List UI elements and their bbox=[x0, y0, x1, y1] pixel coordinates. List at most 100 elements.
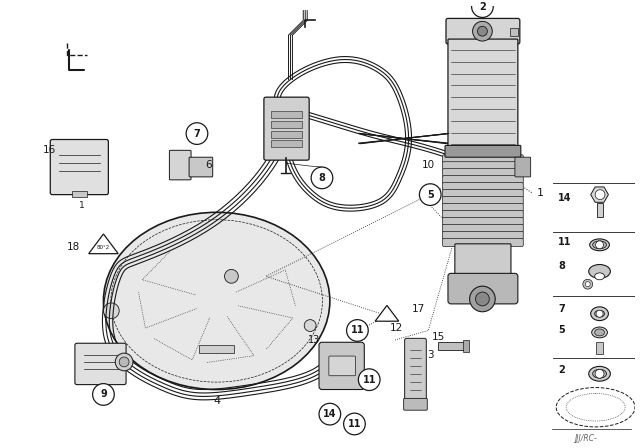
FancyBboxPatch shape bbox=[442, 203, 524, 212]
Bar bbox=[271, 111, 302, 118]
Circle shape bbox=[186, 123, 208, 144]
Bar bbox=[271, 131, 302, 138]
Polygon shape bbox=[375, 306, 399, 321]
FancyBboxPatch shape bbox=[75, 343, 126, 384]
FancyBboxPatch shape bbox=[51, 139, 108, 194]
Circle shape bbox=[93, 383, 115, 405]
FancyBboxPatch shape bbox=[442, 190, 524, 198]
FancyBboxPatch shape bbox=[442, 211, 524, 219]
Text: 9: 9 bbox=[100, 389, 107, 400]
Circle shape bbox=[319, 403, 340, 425]
Text: 12: 12 bbox=[390, 323, 403, 332]
FancyBboxPatch shape bbox=[442, 183, 524, 191]
Ellipse shape bbox=[556, 388, 635, 427]
Ellipse shape bbox=[593, 241, 607, 249]
Text: 18: 18 bbox=[67, 242, 81, 252]
Circle shape bbox=[419, 184, 441, 206]
Ellipse shape bbox=[595, 329, 604, 336]
Text: 14: 14 bbox=[323, 409, 337, 419]
Polygon shape bbox=[591, 187, 609, 202]
FancyBboxPatch shape bbox=[446, 18, 520, 44]
Circle shape bbox=[225, 269, 238, 283]
Circle shape bbox=[472, 0, 493, 17]
FancyBboxPatch shape bbox=[442, 162, 524, 170]
Circle shape bbox=[596, 241, 604, 249]
Circle shape bbox=[586, 282, 590, 287]
Text: 5: 5 bbox=[558, 325, 565, 336]
Text: 1: 1 bbox=[536, 188, 543, 198]
Bar bbox=[596, 203, 604, 217]
Ellipse shape bbox=[589, 239, 609, 251]
Ellipse shape bbox=[595, 273, 604, 280]
Text: 1: 1 bbox=[79, 201, 84, 210]
Text: 2: 2 bbox=[558, 365, 565, 375]
Ellipse shape bbox=[104, 212, 330, 389]
Text: 8: 8 bbox=[558, 262, 565, 271]
FancyBboxPatch shape bbox=[442, 155, 524, 163]
FancyBboxPatch shape bbox=[448, 39, 518, 149]
Circle shape bbox=[477, 26, 487, 36]
Text: 17: 17 bbox=[412, 304, 425, 314]
Circle shape bbox=[583, 279, 593, 289]
Text: JJJ/RC-: JJJ/RC- bbox=[575, 434, 597, 443]
Circle shape bbox=[476, 292, 490, 306]
Bar bbox=[596, 342, 604, 354]
Bar bbox=[463, 340, 468, 352]
Circle shape bbox=[596, 310, 603, 317]
Text: 11: 11 bbox=[348, 419, 361, 429]
Ellipse shape bbox=[566, 393, 625, 421]
FancyBboxPatch shape bbox=[442, 231, 524, 240]
Text: 4: 4 bbox=[213, 396, 220, 406]
FancyBboxPatch shape bbox=[170, 151, 191, 180]
Text: 7: 7 bbox=[193, 129, 200, 138]
FancyBboxPatch shape bbox=[404, 338, 426, 406]
Text: 80°2: 80°2 bbox=[97, 245, 110, 250]
Circle shape bbox=[470, 286, 495, 312]
FancyBboxPatch shape bbox=[189, 157, 212, 177]
Circle shape bbox=[115, 353, 133, 371]
Text: 11: 11 bbox=[351, 325, 364, 336]
Ellipse shape bbox=[595, 310, 604, 317]
Circle shape bbox=[311, 167, 333, 189]
Bar bbox=[271, 121, 302, 128]
Text: 3: 3 bbox=[427, 350, 433, 360]
Bar bbox=[72, 191, 86, 197]
Polygon shape bbox=[89, 234, 118, 254]
Ellipse shape bbox=[593, 369, 607, 378]
Text: 7: 7 bbox=[558, 304, 565, 314]
FancyBboxPatch shape bbox=[442, 224, 524, 233]
FancyBboxPatch shape bbox=[455, 244, 511, 280]
Circle shape bbox=[472, 22, 492, 41]
Circle shape bbox=[304, 319, 316, 332]
Text: 11: 11 bbox=[558, 237, 572, 247]
FancyBboxPatch shape bbox=[448, 273, 518, 304]
FancyBboxPatch shape bbox=[442, 238, 524, 246]
Bar bbox=[438, 342, 466, 350]
Text: 5: 5 bbox=[427, 190, 434, 200]
FancyBboxPatch shape bbox=[404, 398, 428, 410]
Bar bbox=[271, 141, 302, 147]
Ellipse shape bbox=[592, 327, 607, 338]
Text: 8: 8 bbox=[319, 173, 325, 183]
Text: 16: 16 bbox=[43, 145, 56, 155]
Ellipse shape bbox=[589, 264, 611, 278]
Circle shape bbox=[347, 319, 368, 341]
FancyBboxPatch shape bbox=[515, 157, 531, 177]
Ellipse shape bbox=[591, 307, 609, 321]
Text: 15: 15 bbox=[431, 332, 445, 342]
Bar bbox=[199, 345, 234, 353]
Circle shape bbox=[595, 190, 605, 199]
FancyBboxPatch shape bbox=[442, 176, 524, 184]
FancyBboxPatch shape bbox=[264, 97, 309, 160]
FancyBboxPatch shape bbox=[445, 146, 521, 157]
Text: 2: 2 bbox=[479, 2, 486, 12]
Text: 14: 14 bbox=[558, 193, 572, 202]
Bar bbox=[510, 28, 518, 36]
Text: 10: 10 bbox=[422, 160, 435, 170]
Circle shape bbox=[104, 303, 119, 319]
Circle shape bbox=[595, 369, 604, 378]
Circle shape bbox=[119, 357, 129, 367]
FancyBboxPatch shape bbox=[319, 342, 364, 389]
Ellipse shape bbox=[589, 366, 611, 381]
Text: 11: 11 bbox=[362, 375, 376, 385]
